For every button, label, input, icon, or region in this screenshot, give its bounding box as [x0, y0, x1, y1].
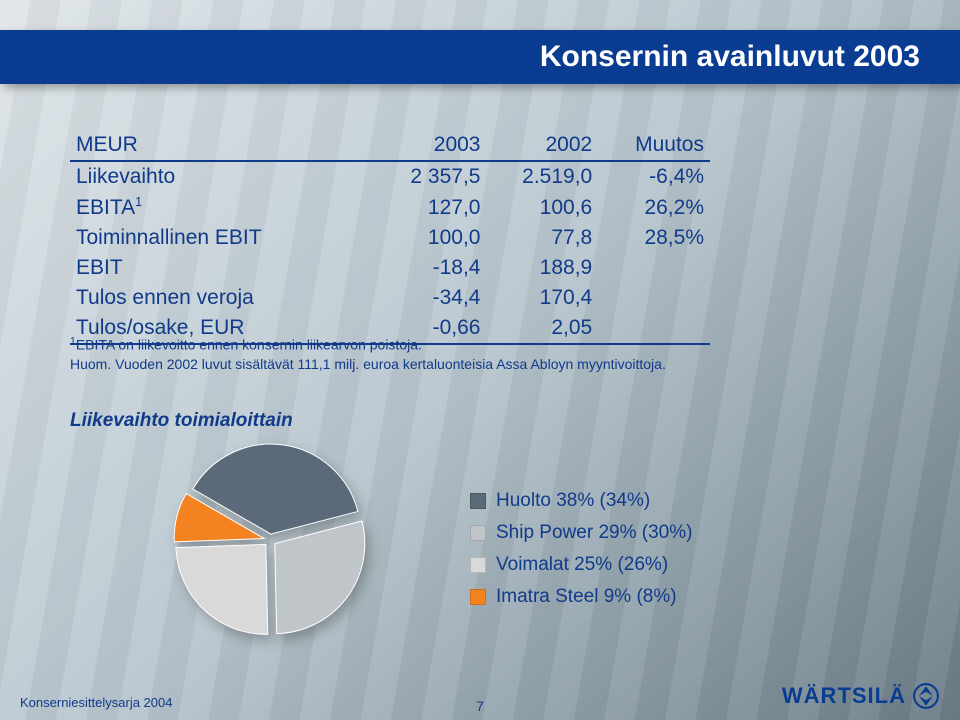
logo-text: WÄRTSILÄ [782, 683, 906, 709]
key-figures-table: MEUR 2003 2002 Muutos Liikevaihto2 357,5… [70, 130, 710, 345]
footnote-line: Huom. Vuoden 2002 luvut sisältävät 111,1… [70, 355, 670, 374]
legend-item: Huolto 38% (34%) [470, 490, 692, 512]
legend-label: Imatra Steel 9% (8%) [496, 586, 677, 608]
cell: -18,4 [375, 253, 487, 283]
legend-label: Voimalat 25% (26%) [496, 554, 668, 576]
col-header: Muutos [598, 130, 710, 161]
pie-chart [150, 440, 390, 640]
pie-chart-title: Liikevaihto toimialoittain [70, 410, 293, 432]
legend-item: Ship Power 29% (30%) [470, 522, 692, 544]
logo-mark-icon [912, 682, 940, 710]
legend-swatch [470, 525, 486, 541]
footer-left: Konserniesittelysarja 2004 [20, 695, 172, 710]
cell: 77,8 [486, 223, 598, 253]
col-header: 2002 [486, 130, 598, 161]
legend-item: Voimalat 25% (26%) [470, 554, 692, 576]
legend-swatch [470, 493, 486, 509]
table-header-row: MEUR 2003 2002 Muutos [70, 130, 710, 161]
cell: 26,2% [598, 192, 710, 223]
legend-item: Imatra Steel 9% (8%) [470, 586, 692, 608]
legend-swatch [470, 557, 486, 573]
table-row: Tulos ennen veroja-34,4170,4 [70, 283, 710, 313]
pie-slice [275, 521, 365, 634]
row-label: Liikevaihto [70, 161, 375, 192]
col-header: 2003 [375, 130, 487, 161]
table-row: EBIT-18,4188,9 [70, 253, 710, 283]
pie-legend: Huolto 38% (34%) Ship Power 29% (30%) Voim… [470, 490, 692, 618]
row-label: Tulos ennen veroja [70, 283, 375, 313]
col-header: MEUR [70, 130, 375, 161]
cell: 127,0 [375, 192, 487, 223]
legend-swatch [470, 589, 486, 605]
cell: 100,0 [375, 223, 487, 253]
legend-label: Huolto 38% (34%) [496, 490, 650, 512]
table-row: EBITA1127,0100,626,2% [70, 192, 710, 223]
page-title: Konsernin avainluvut 2003 [0, 30, 960, 84]
cell: -6,4% [598, 161, 710, 192]
cell: 2 357,5 [375, 161, 487, 192]
table-row: Liikevaihto2 357,52.519,0-6,4% [70, 161, 710, 192]
legend-label: Ship Power 29% (30%) [496, 522, 692, 544]
cell: -34,4 [375, 283, 487, 313]
cell: 170,4 [486, 283, 598, 313]
row-label: EBITA1 [70, 192, 375, 223]
row-label: EBIT [70, 253, 375, 283]
title-bar: Konsernin avainluvut 2003 [0, 30, 960, 84]
row-label: Toiminnallinen EBIT [70, 223, 375, 253]
cell: 28,5% [598, 223, 710, 253]
cell [598, 253, 710, 283]
cell: 2.519,0 [486, 161, 598, 192]
cell: 188,9 [486, 253, 598, 283]
cell [598, 283, 710, 313]
table-row: Toiminnallinen EBIT100,077,828,5% [70, 223, 710, 253]
footnote-line: 1EBITA on liikevoitto ennen konsernin li… [70, 334, 670, 355]
pie-slice [176, 544, 268, 634]
footnote-block: 1EBITA on liikevoitto ennen konsernin li… [70, 334, 670, 373]
pie-svg [150, 440, 390, 640]
cell: 100,6 [486, 192, 598, 223]
brand-logo: WÄRTSILÄ [782, 682, 940, 710]
page-number: 7 [476, 698, 484, 714]
